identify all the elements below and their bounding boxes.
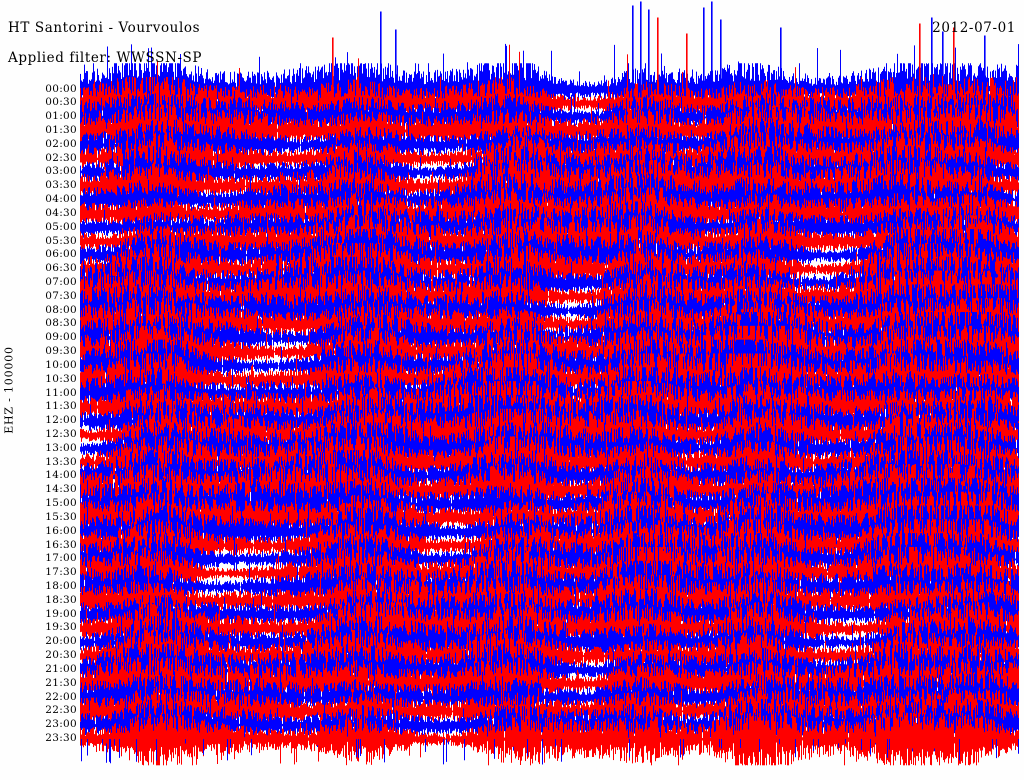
time-axis-label: 08:00 [45,303,77,316]
time-axis-label: 19:30 [45,621,77,634]
time-axis-label: 18:00 [45,580,77,593]
time-axis-label: 00:00 [45,82,77,95]
time-axis-label: 16:30 [45,538,77,551]
time-axis-label: 12:00 [45,414,77,427]
time-axis-label: 17:00 [45,552,77,565]
time-axis-label: 02:30 [45,151,77,164]
time-axis-label: 03:30 [45,179,77,192]
time-axis-label: 10:30 [45,372,77,385]
time-axis-label: 12:30 [45,428,77,440]
time-axis-label: 00:30 [45,96,77,109]
time-axis-label: 22:30 [45,704,77,717]
time-axis-label: 23:30 [45,732,77,745]
time-axis-label: 01:00 [45,110,77,123]
time-axis-label: 05:00 [45,220,77,233]
time-axis-label: 13:00 [45,441,77,454]
date-label: 2012-07-01 [932,20,1016,36]
time-axis-label: 16:00 [45,524,77,537]
time-axis-label: 23:00 [45,718,77,731]
time-axis-label: 02:00 [45,137,77,150]
time-axis-label: 04:00 [45,193,77,206]
time-axis-label: 17:30 [45,566,77,579]
time-axis-label: 15:30 [45,510,77,523]
time-axis-label: 11:30 [45,400,77,413]
time-axis-label: 11:00 [45,386,77,399]
applied-filter-label: Applied filter: WWSSN-SP [8,50,203,66]
time-axis-label: 19:00 [45,607,77,620]
time-axis-label: 20:00 [45,635,77,648]
time-axis-label: 21:30 [45,676,77,689]
time-axis-label: 04:30 [45,206,77,219]
time-axis-label: 08:30 [45,317,77,330]
time-axis-label: 21:00 [45,662,77,675]
time-axis-label: 06:30 [45,262,77,275]
time-axis-label: 03:00 [45,165,77,178]
time-axis-label: 09:30 [45,345,77,358]
time-axis-label: 22:00 [45,690,77,703]
time-axis-label: 10:00 [45,358,77,371]
time-axis-label: 07:00 [45,275,77,288]
time-axis-label: 13:30 [45,455,77,468]
time-axis-label: 05:30 [45,234,77,247]
time-axis-label: 09:00 [45,331,77,344]
time-axis-label: 07:30 [45,289,77,302]
page-title: HT Santorini - Vourvoulos [8,20,201,36]
time-axis-label: 18:30 [45,593,77,606]
time-axis-label: 15:00 [45,497,77,510]
time-axis-label: 14:00 [45,469,77,482]
time-axis-label: 14:30 [45,483,77,496]
time-axis-label: 01:30 [45,123,77,136]
time-axis: 00:00 00:30 01:00 01:30 02:00 02:30 03:00 03:30… [0,0,80,780]
time-axis-label: 20:30 [45,649,77,662]
time-axis-label: 06:00 [45,248,77,261]
